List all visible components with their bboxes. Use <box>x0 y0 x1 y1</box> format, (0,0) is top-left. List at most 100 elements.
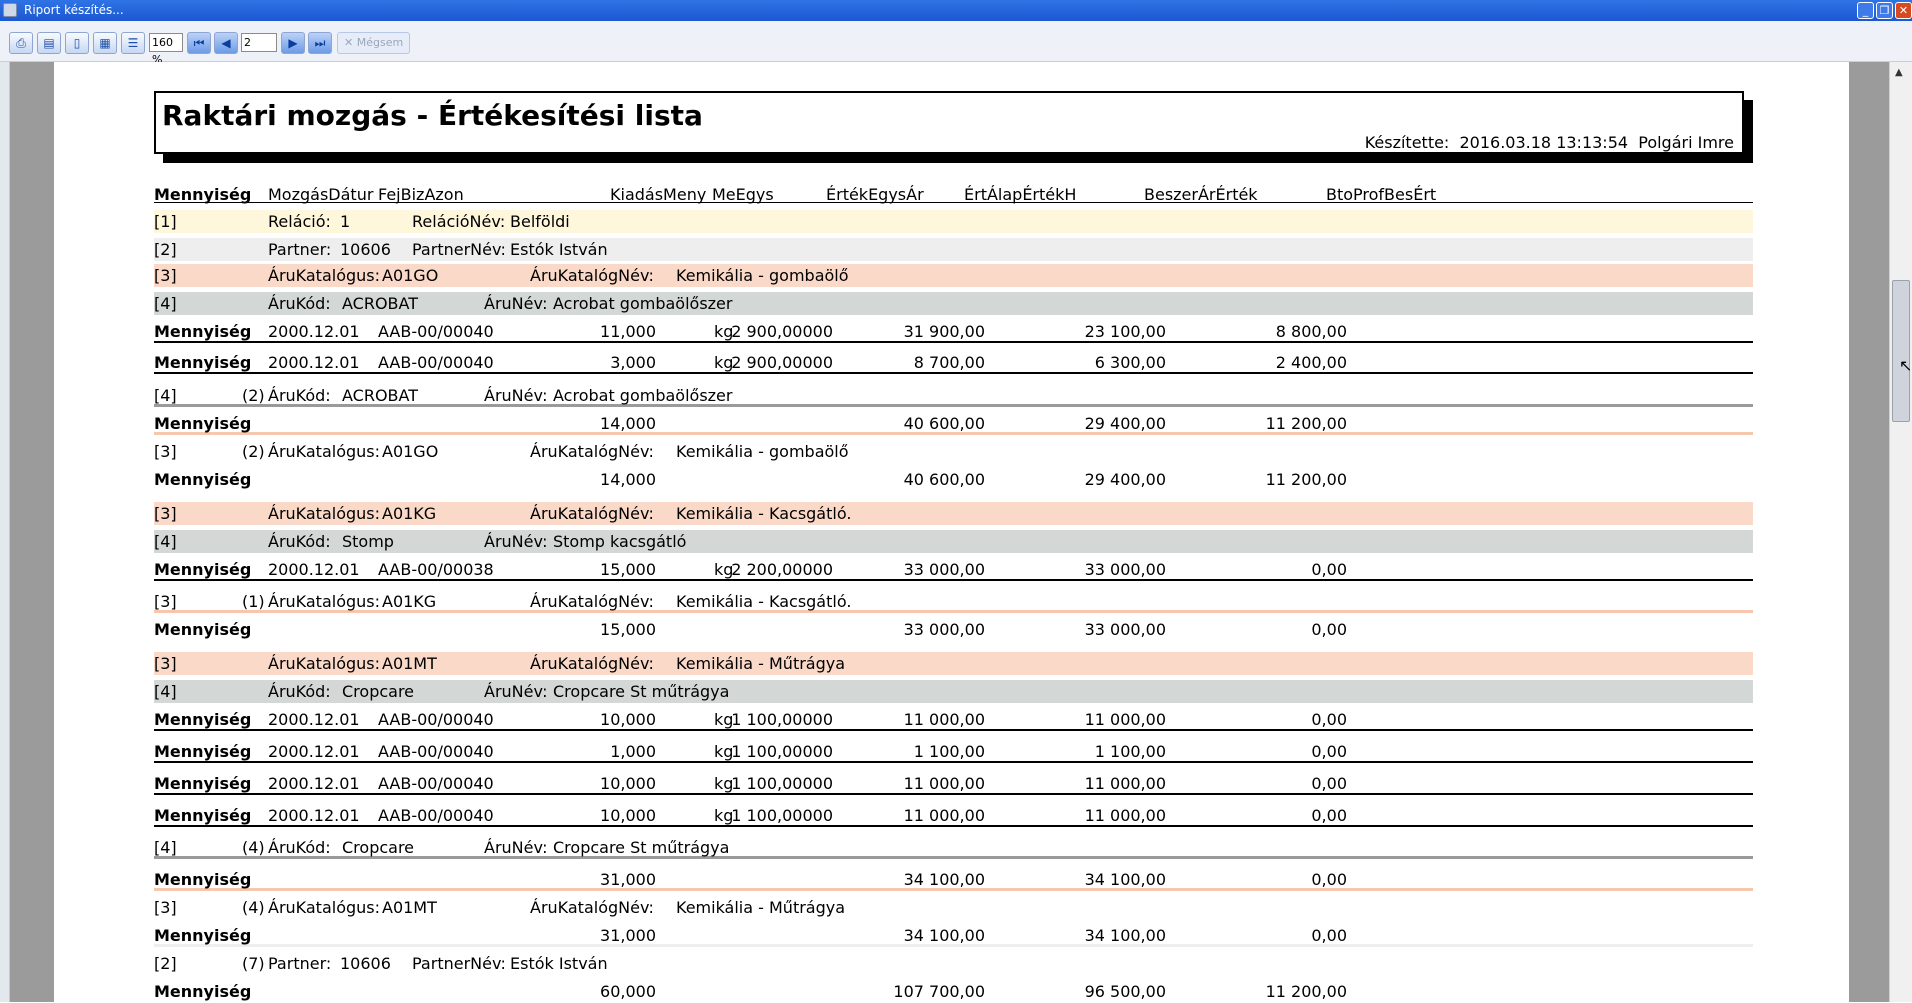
unit-price-value: 1 100,00000 <box>731 774 833 793</box>
scroll-up-icon[interactable]: ▲ <box>1895 67 1903 78</box>
group-field-value: A01KG <box>382 592 437 611</box>
restore-button[interactable]: ❐ <box>1876 2 1893 19</box>
movement-date: 2000.12.01 <box>268 322 360 341</box>
group-name-value: Belföldi <box>510 212 570 231</box>
group-level-label: [3] <box>154 592 177 611</box>
group-field-value: 10606 <box>340 954 391 973</box>
group-field-label: ÁruKatalógus: <box>268 592 381 611</box>
quantity-value: 31,000 <box>600 926 656 945</box>
group-field-label: ÁruKód: <box>268 532 331 551</box>
window-title-bar: Riport készítés... _ ❐ ✕ <box>0 0 1912 21</box>
unit-price-value: 1 100,00000 <box>731 806 833 825</box>
page-number-input[interactable]: 2 <box>241 33 277 52</box>
unit-value: kg <box>714 742 734 761</box>
group-field-label: Partner: <box>268 240 332 259</box>
report-title: Raktári mozgás - Értékesítési lista <box>162 99 703 132</box>
group-field-value: A01MT <box>382 898 437 917</box>
group-field-value: Stomp <box>342 532 394 551</box>
unit-value: kg <box>714 322 734 341</box>
next-page-icon[interactable]: ▶ <box>281 32 305 54</box>
document-id: AAB-00/00040 <box>378 774 494 793</box>
print-icon[interactable]: ⎙ <box>9 32 33 54</box>
report-row: [2] (7) Partner: 10606 PartnerNév: Estók Istv… <box>154 952 1753 975</box>
group-field-value: ACROBAT <box>342 294 418 313</box>
cost-value: 34 100,00 <box>1084 926 1166 945</box>
base-value: 34 100,00 <box>903 870 985 889</box>
group-count-label: (4) <box>242 898 265 917</box>
report-row: Mennyiség 2000.12.01 AAB-00/00040 11,000 kg 2… <box>154 320 1753 343</box>
single-page-icon[interactable]: ▯ <box>65 32 89 54</box>
document-id: AAB-00/00040 <box>378 806 494 825</box>
group-field-label: ÁruKatalógus: <box>268 504 381 523</box>
quantity-value: 10,000 <box>600 710 656 729</box>
base-value: 31 900,00 <box>903 322 985 341</box>
report-row: [3] (4) ÁruKatalógus: A01MT ÁruKatalógNév: Ke… <box>154 896 1753 919</box>
quantity-value: 10,000 <box>600 806 656 825</box>
profit-value: 0,00 <box>1311 620 1347 639</box>
quantity-value: 10,000 <box>600 774 656 793</box>
multi-page-icon[interactable]: ☰ <box>121 32 145 54</box>
header-kiadasmeny: KiadásMeny <box>610 185 707 204</box>
quantity-value: 15,000 <box>600 620 656 639</box>
cost-value: 11 000,00 <box>1084 710 1166 729</box>
report-row: [1] Reláció: 1 RelációNév: Belföldi <box>154 210 1753 233</box>
group-name-value: Cropcare St műtrágya <box>553 838 730 857</box>
group-name-value: Kemikália - Műtrágya <box>676 654 846 673</box>
group-name-value: Stomp kacsgátló <box>553 532 687 551</box>
movement-date: 2000.12.01 <box>268 560 360 579</box>
header-meegys: MeEgys <box>712 185 774 204</box>
group-field-label: ÁruKatalógus: <box>268 898 381 917</box>
report-row: Mennyiség 60,000 107 700,00 96 500,00 11 200… <box>154 980 1753 1003</box>
report-row: [4] (4) ÁruKód: Cropcare ÁruNév: Cropcare St … <box>154 836 1753 859</box>
previous-page-icon[interactable]: ◀ <box>214 32 238 54</box>
group-level-label: [2] <box>154 954 177 973</box>
cost-value: 96 500,00 <box>1084 982 1166 1001</box>
group-count-label: (2) <box>242 442 265 461</box>
base-value: 107 700,00 <box>893 982 985 1001</box>
unit-price-value: 2 900,00000 <box>731 322 833 341</box>
quantity-value: 31,000 <box>600 870 656 889</box>
page-width-icon[interactable]: ▦ <box>93 32 117 54</box>
unit-value: kg <box>714 774 734 793</box>
cost-value: 1 100,00 <box>1094 742 1166 761</box>
last-page-icon[interactable]: ⏭ <box>308 32 332 54</box>
zoom-field[interactable]: 160 % <box>149 33 183 66</box>
group-count-label: (7) <box>242 954 265 973</box>
group-name-label: PartnerNév: <box>412 954 506 973</box>
scrollbar-thumb[interactable] <box>1892 280 1910 422</box>
close-button[interactable]: ✕ <box>1895 2 1912 19</box>
first-page-icon[interactable]: ⏮ <box>187 32 211 54</box>
group-level-label: [2] <box>154 240 177 259</box>
group-field-label: Reláció: <box>268 212 331 231</box>
group-field-value: A01GO <box>382 442 439 461</box>
report-row: [3] ÁruKatalógus: A01KG ÁruKatalógNév: Kemik… <box>154 502 1753 525</box>
minimize-button[interactable]: _ <box>1857 2 1874 19</box>
cost-value: 11 000,00 <box>1084 774 1166 793</box>
report-row: Mennyiség 2000.12.01 AAB-00/00040 3,000 kg 2 … <box>154 351 1753 374</box>
report-row: Mennyiség 15,000 33 000,00 33 000,00 0,00 <box>154 618 1753 641</box>
report-row: Mennyiség 2000.12.01 AAB-00/00040 10,000 kg 1… <box>154 772 1753 795</box>
profit-value: 0,00 <box>1311 926 1347 945</box>
cost-value: 33 000,00 <box>1084 560 1166 579</box>
profit-value: 0,00 <box>1311 870 1347 889</box>
group-level-label: [4] <box>154 386 177 405</box>
group-name-label: ÁruNév: <box>484 682 548 701</box>
group-count-label: (4) <box>242 838 265 857</box>
group-field-label: ÁruKatalógus: <box>268 654 381 673</box>
unit-price-value: 1 100,00000 <box>731 710 833 729</box>
profit-value: 11 200,00 <box>1265 470 1347 489</box>
report-row: Mennyiség 31,000 34 100,00 34 100,00 0,00 <box>154 868 1753 891</box>
profit-value: 0,00 <box>1311 806 1347 825</box>
base-value: 40 600,00 <box>903 470 985 489</box>
document-id: AAB-00/00040 <box>378 353 494 372</box>
unit-price-value: 2 900,00000 <box>731 353 833 372</box>
export-icon[interactable]: ▤ <box>37 32 61 54</box>
report-row: [4] ÁruKód: ACROBAT ÁruNév: Acrobat gombaölő… <box>154 292 1753 315</box>
cancel-button[interactable]: ✕ Mégsem <box>337 32 410 54</box>
profit-value: 8 800,00 <box>1275 322 1347 341</box>
base-value: 33 000,00 <box>903 560 985 579</box>
vertical-scrollbar[interactable]: ▲ <box>1889 62 1912 1002</box>
document-id: AAB-00/00040 <box>378 710 494 729</box>
quantity-label: Mennyiség <box>154 620 252 639</box>
quantity-label: Mennyiség <box>154 322 252 341</box>
